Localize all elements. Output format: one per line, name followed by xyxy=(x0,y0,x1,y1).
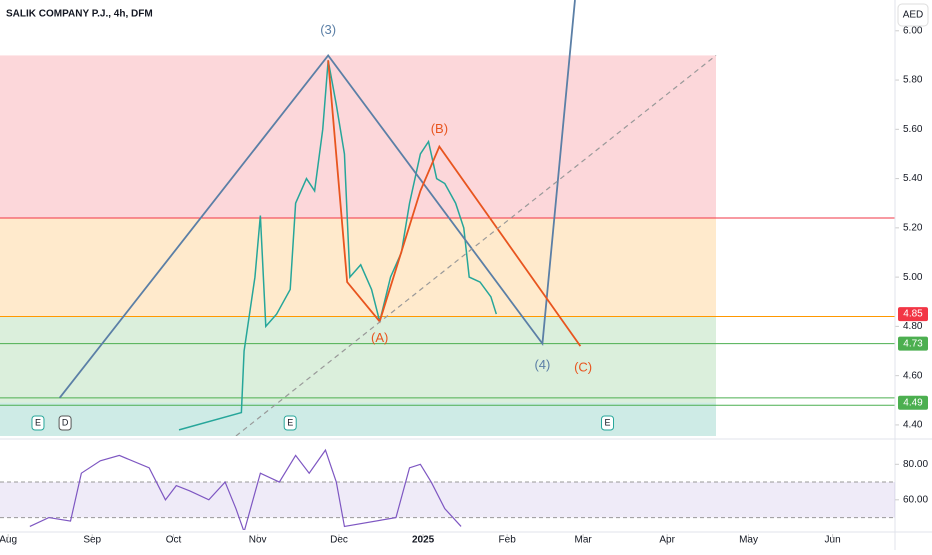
x-tick-label: Jun xyxy=(825,535,841,546)
drawing-line xyxy=(327,60,582,347)
x-tick-label: 2025 xyxy=(412,535,435,546)
x-tick-label: Apr xyxy=(659,535,675,546)
event-label: E xyxy=(35,417,41,427)
x-tick-label: May xyxy=(739,535,758,546)
y-tick-label: 5.00 xyxy=(903,272,923,283)
price-line xyxy=(178,60,498,431)
wave-label: (3) xyxy=(320,22,336,37)
y-tick-label: 6.00 xyxy=(903,25,923,36)
y-tick-label: 5.60 xyxy=(903,124,923,135)
event-marker xyxy=(283,415,297,431)
price-badge xyxy=(898,307,928,322)
event-label: D xyxy=(62,417,69,427)
drawing-line xyxy=(58,0,576,399)
wave-label: (C) xyxy=(574,360,592,375)
currency-box xyxy=(897,3,929,27)
y-tick-label: 4.60 xyxy=(903,370,923,381)
x-tick-label: Sep xyxy=(83,535,101,546)
price-badge xyxy=(898,336,928,351)
x-tick-label: Mar xyxy=(574,535,592,546)
main-pane xyxy=(0,0,895,436)
y-tick-label: 80.00 xyxy=(903,459,928,470)
chart-title: SALIK COMPANY P.J., 4h, DFM xyxy=(6,9,153,20)
y-tick-label: 5.20 xyxy=(903,222,923,233)
x-tick-label: Feb xyxy=(499,535,517,546)
y-tick-label: 5.80 xyxy=(903,75,923,86)
event-label: E xyxy=(605,417,611,427)
price-badge xyxy=(898,395,928,410)
wave-label: (A) xyxy=(371,330,388,345)
event-label: E xyxy=(287,417,293,427)
wave-label: (B) xyxy=(431,121,448,136)
rsi-line xyxy=(29,448,462,530)
x-tick-label: Nov xyxy=(249,535,267,546)
x-tick-label: Oct xyxy=(166,535,182,546)
price-badge-label: 4.73 xyxy=(903,338,923,349)
x-tick-label: Dec xyxy=(330,535,348,546)
y-tick-label: 60.00 xyxy=(903,494,928,505)
wave-label: (4) xyxy=(534,357,550,372)
zone xyxy=(0,55,716,218)
currency: AED xyxy=(903,10,924,21)
event-marker xyxy=(601,415,615,431)
drawing-line xyxy=(235,54,717,436)
zone xyxy=(0,316,716,403)
y-tick-label: 4.80 xyxy=(903,321,923,332)
price-badge-label: 4.49 xyxy=(903,397,923,408)
event-marker xyxy=(58,415,72,431)
y-tick-label: 4.40 xyxy=(903,420,923,431)
event-marker xyxy=(31,415,45,431)
zone xyxy=(0,402,716,436)
y-tick-label: 5.40 xyxy=(903,173,923,184)
rsi-pane xyxy=(0,448,895,530)
x-tick-label: Aug xyxy=(0,535,17,546)
price-badge-label: 4.85 xyxy=(903,309,923,320)
